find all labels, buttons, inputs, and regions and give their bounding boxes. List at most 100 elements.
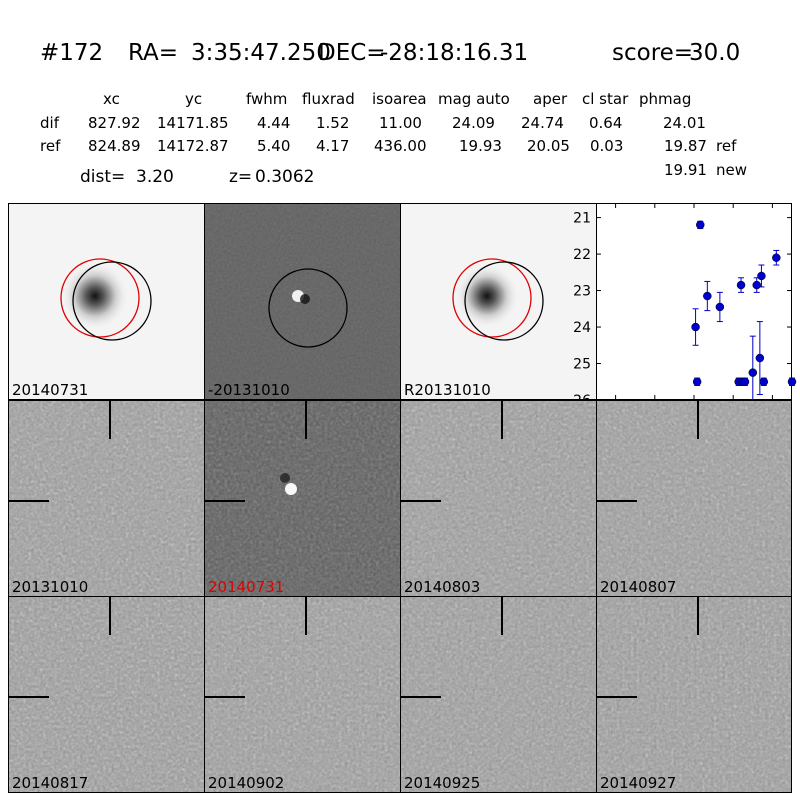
dif-fwhm: 4.44 [257, 114, 291, 132]
panel-label: 20140803 [404, 578, 481, 596]
data-point [755, 353, 765, 363]
ref-xc: 824.89 [88, 137, 141, 155]
crosshair-horizontal [205, 500, 245, 502]
crosshair-vertical [501, 401, 503, 439]
epoch-image [9, 597, 204, 792]
y-tick-label: 24 [573, 320, 591, 336]
panel-label: 20140817 [12, 774, 89, 792]
source-blob [455, 264, 519, 328]
panel-label: 20140925 [404, 774, 481, 792]
difference-image [205, 204, 400, 399]
col-header-fwhm: fwhm [246, 90, 288, 108]
z-label: z= [229, 167, 253, 187]
epoch-panel: 20140731 [204, 400, 401, 597]
new-phmag-note: new [716, 161, 748, 179]
ra-value: 3:35:47.250 [191, 40, 331, 66]
ref-isoarea: 436.00 [374, 137, 427, 155]
panel-label: R20131010 [404, 381, 491, 399]
ref-aperture-circle [452, 258, 532, 338]
new-image-panel: 20140731 [8, 203, 205, 400]
epoch-panel: 20140817 [8, 596, 205, 793]
crosshair-horizontal [597, 696, 637, 698]
new-aperture-circle [464, 261, 544, 341]
new-image [9, 204, 204, 399]
ref-cl-star: 0.03 [590, 137, 624, 155]
dif-phmag: 24.01 [663, 114, 706, 132]
dif-cl-star: 0.64 [589, 114, 623, 132]
new-phmag: 19.91 [664, 161, 707, 179]
positive-residual [285, 483, 297, 495]
crosshair-vertical [697, 597, 699, 635]
panel-label: 20140731 [208, 578, 285, 596]
ref-aperture-circle [60, 258, 140, 338]
aperture-circle [268, 268, 348, 348]
score-label: score= [612, 40, 694, 66]
epoch-image [205, 597, 400, 792]
col-header-cl-star: cl star [582, 90, 629, 108]
dif-mag-auto: 24.09 [452, 114, 495, 132]
plot-frame [596, 203, 792, 400]
ref-fluxrad: 4.17 [316, 137, 350, 155]
data-point [692, 377, 702, 387]
ref-phmag-note: ref [716, 137, 737, 155]
score-value: 30.0 [689, 40, 741, 66]
epoch-panel: 20131010 [8, 400, 205, 597]
crosshair-vertical [697, 401, 699, 439]
data-point [759, 377, 769, 387]
reference-image-panel: R20131010 [400, 203, 597, 400]
negative-residual [300, 294, 310, 304]
data-point [787, 377, 797, 387]
epoch-panel: 20140803 [400, 400, 597, 597]
epoch-image [401, 597, 596, 792]
light-curve-svg: 212223242526−100−50050100 [573, 203, 797, 421]
y-tick-label: 21 [573, 211, 591, 227]
ref-mag-auto: 19.93 [459, 137, 502, 155]
dif-aper: 24.74 [521, 114, 564, 132]
crosshair-vertical [305, 401, 307, 439]
crosshair-horizontal [597, 500, 637, 502]
row-name-ref: ref [40, 137, 61, 155]
light-curve-chart: 212223242526−100−50050100 [573, 203, 797, 421]
dif-isoarea: 11.00 [379, 114, 422, 132]
data-point [696, 220, 705, 230]
dist-value: 3.20 [136, 167, 174, 187]
panel-label: 20140902 [208, 774, 285, 792]
data-point [740, 377, 750, 387]
epoch-panel: 20140925 [400, 596, 597, 793]
epoch-panel: 20140807 [596, 400, 792, 597]
data-point [772, 253, 781, 262]
negative-residual [280, 473, 290, 483]
ra-label: RA= [128, 40, 179, 66]
col-header-isoarea: isoarea [372, 90, 427, 108]
col-header-xc: xc [103, 90, 120, 108]
y-tick-label: 22 [573, 247, 591, 263]
epoch-image [401, 401, 596, 596]
data-point [748, 368, 758, 377]
col-header-fluxrad: fluxrad [302, 90, 355, 108]
col-header-mag-auto: mag auto [438, 90, 510, 108]
crosshair-horizontal [401, 696, 441, 698]
data-point [757, 271, 766, 281]
source-blob [61, 262, 129, 330]
col-header-aper: aper [533, 90, 568, 108]
epoch-image [597, 597, 791, 792]
panel-label: 20140927 [600, 774, 677, 792]
crosshair-vertical [109, 401, 111, 439]
ref-fwhm: 5.40 [257, 137, 291, 155]
ref-phmag: 19.87 [664, 137, 707, 155]
epoch-image [205, 401, 400, 596]
crosshair-horizontal [9, 696, 49, 698]
panel-label: 20140731 [12, 381, 89, 399]
crosshair-vertical [501, 597, 503, 635]
dec-value: -28:18:16.31 [380, 40, 529, 66]
epoch-image [9, 401, 204, 596]
new-aperture-circle [72, 261, 152, 341]
candidate-id: #172 [40, 40, 104, 66]
epoch-image [597, 401, 791, 596]
col-header-phmag: phmag [639, 90, 692, 108]
crosshair-horizontal [205, 696, 245, 698]
epoch-panel: 20140927 [596, 596, 792, 793]
epoch-panel: 20140902 [204, 596, 401, 793]
col-header-yc: yc [185, 90, 203, 108]
data-point [703, 291, 712, 301]
